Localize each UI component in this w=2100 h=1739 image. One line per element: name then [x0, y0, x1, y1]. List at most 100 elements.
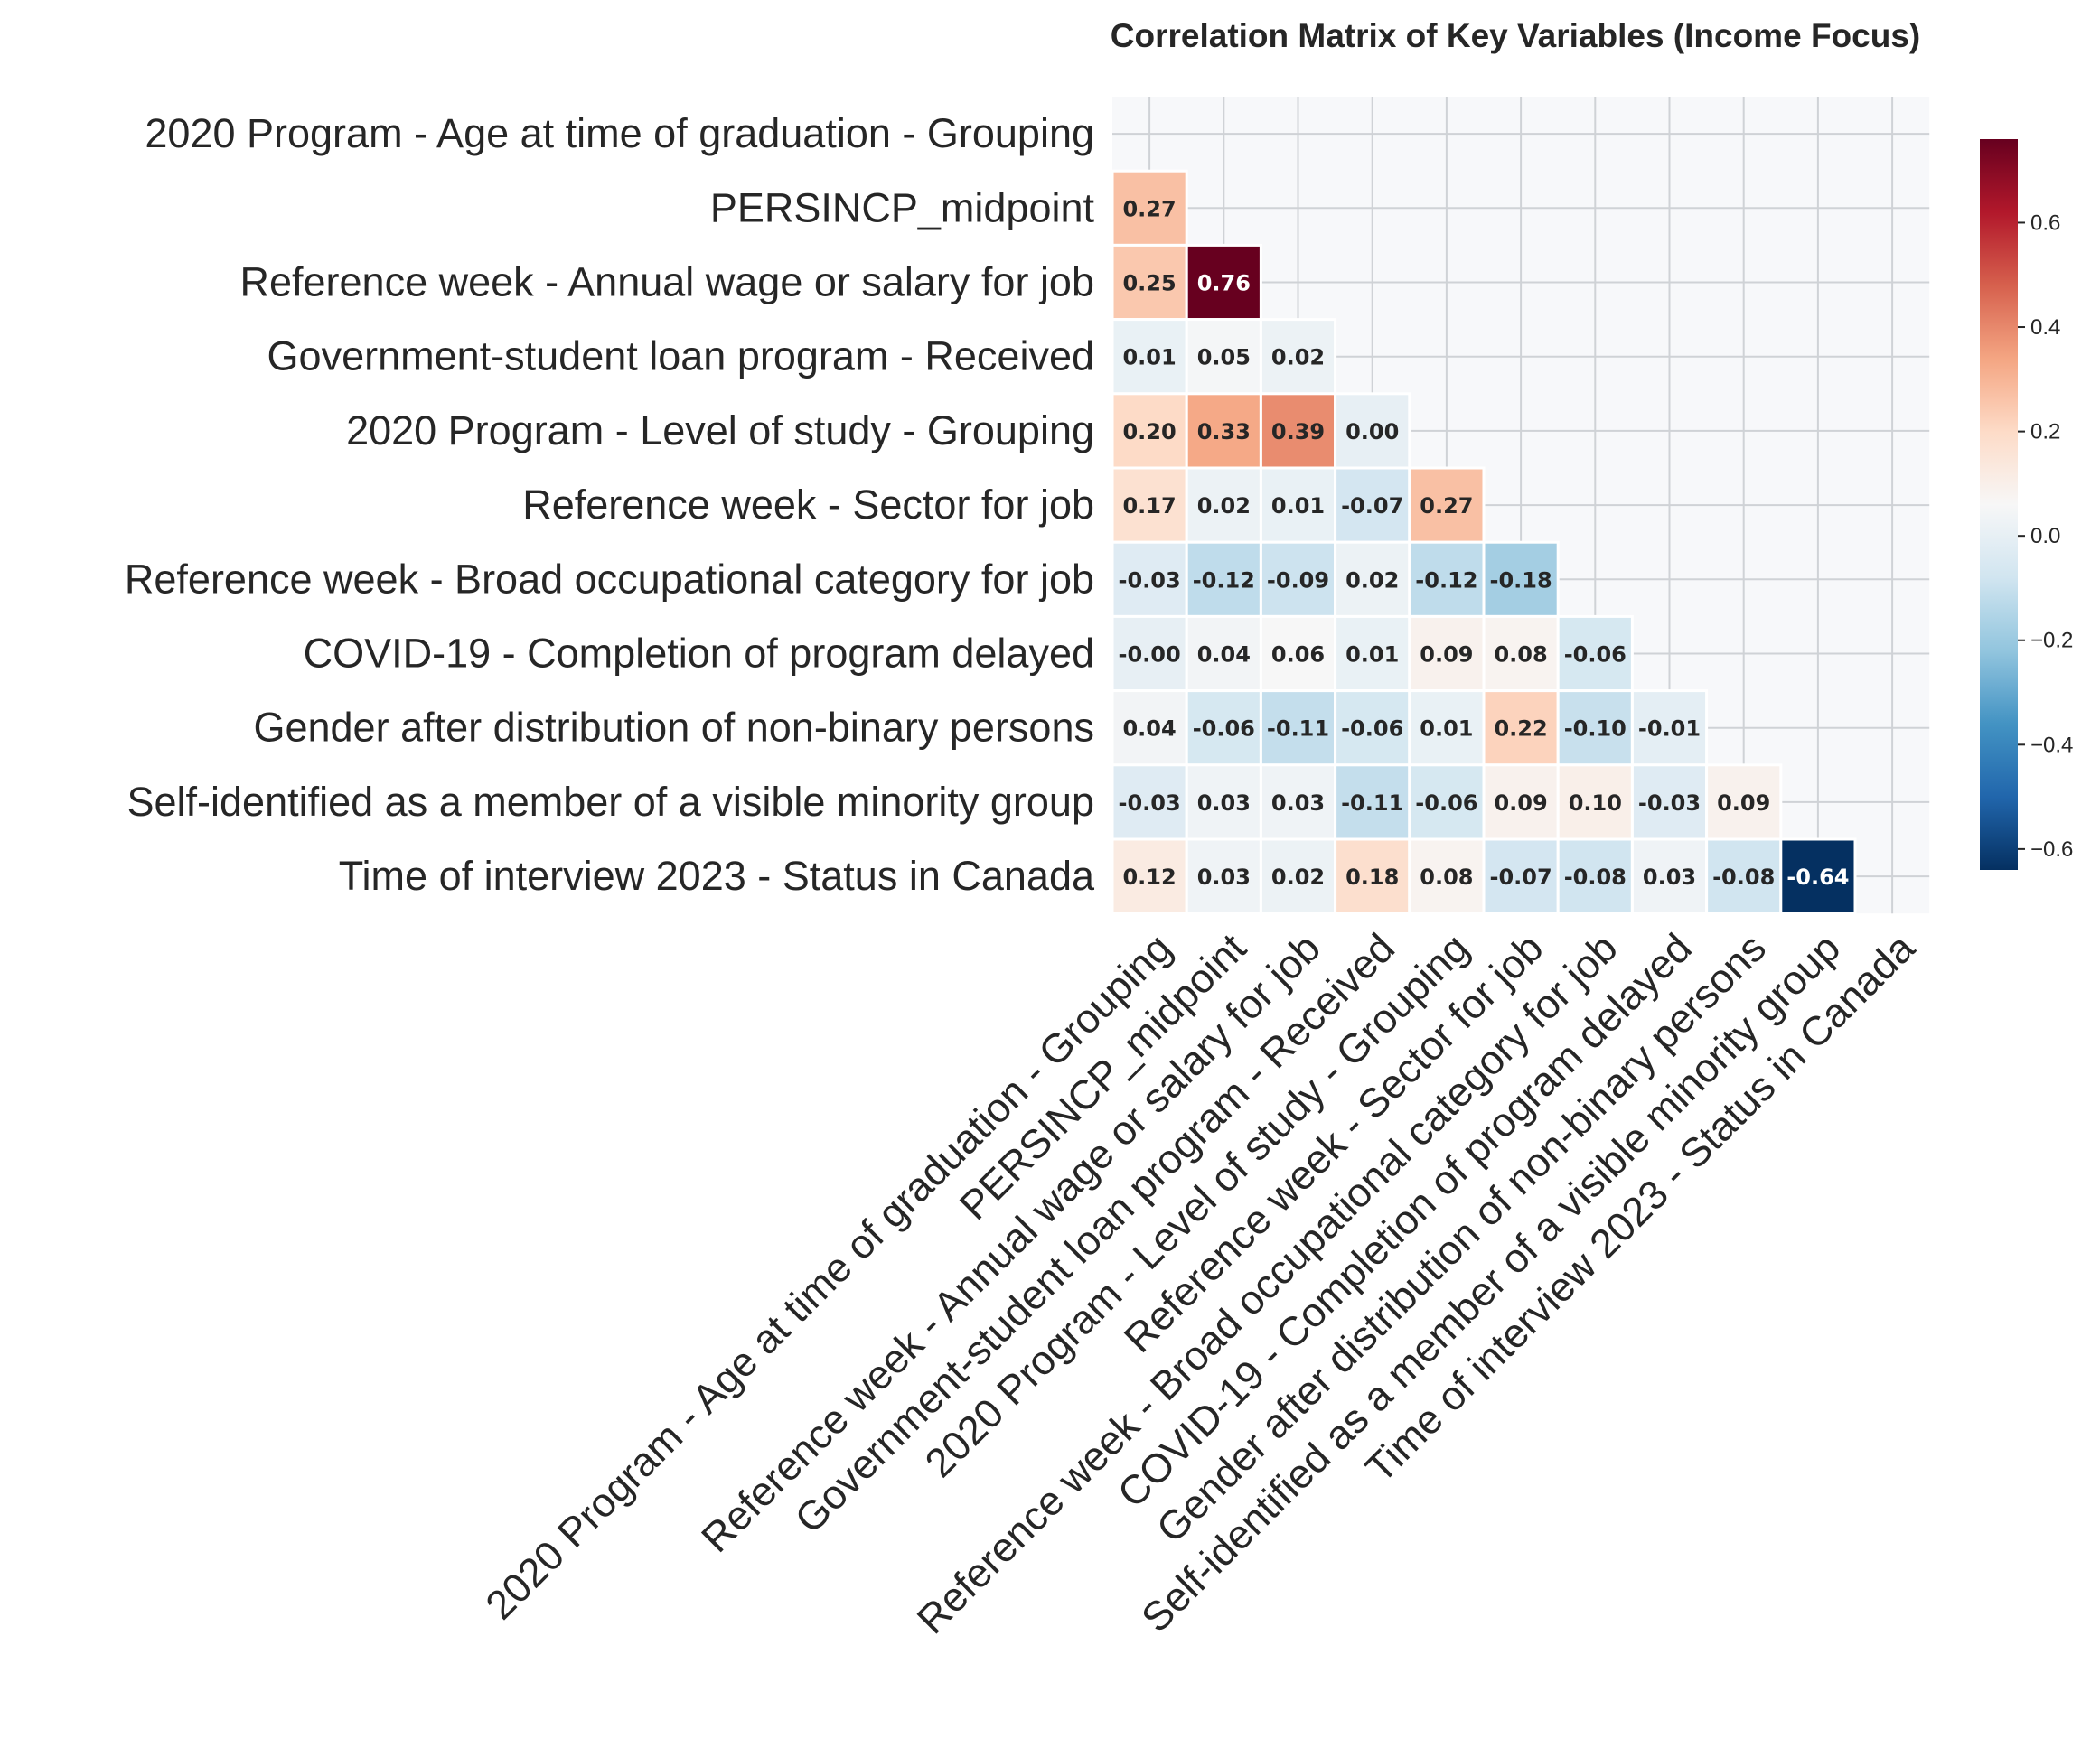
cell-value-label: 0.25 — [1122, 271, 1176, 296]
colorbar-tick-label: −0.4 — [2030, 733, 2073, 757]
cell-value-label: 0.76 — [1197, 271, 1251, 296]
heatmap-cell — [1556, 763, 1634, 841]
cell-value-label: -0.03 — [1638, 790, 1701, 816]
cell-value-label: 0.09 — [1494, 790, 1547, 816]
heatmap-cell — [1556, 837, 1634, 915]
cell-value-label: -0.11 — [1267, 716, 1329, 742]
cell-value-label: -0.07 — [1490, 865, 1552, 890]
heatmap-cell — [1259, 763, 1337, 841]
heatmap-cell — [1185, 837, 1262, 915]
heatmap-cell — [1259, 837, 1337, 915]
cell-value-label: -0.12 — [1415, 567, 1477, 593]
cell-value-label: 0.01 — [1122, 345, 1176, 370]
cell-value-label: 0.12 — [1122, 865, 1176, 890]
cell-value-label: 0.27 — [1420, 493, 1473, 519]
row-label: Gender after distribution of non-binary … — [253, 705, 1094, 751]
colorbar-tick-label: 0.6 — [2030, 210, 2060, 235]
row-label: Time of interview 2023 - Status in Canad… — [339, 853, 1095, 899]
heatmap-cell — [1111, 689, 1188, 767]
cell-value-label: -0.07 — [1341, 493, 1403, 519]
heatmap-cell — [1779, 837, 1857, 915]
heatmap-cell — [1482, 837, 1560, 915]
cell-value-label: 0.03 — [1643, 865, 1696, 890]
cell-value-label: 0.03 — [1197, 790, 1251, 816]
heatmap-cell — [1259, 466, 1337, 544]
cell-value-label: 0.27 — [1122, 196, 1176, 221]
colorbar-tick-label: 0.2 — [2030, 420, 2060, 444]
cell-value-label: 0.22 — [1494, 716, 1547, 742]
cell-value-label: -0.18 — [1490, 567, 1552, 593]
heatmap-cell — [1334, 689, 1411, 767]
cell-value-label: -0.06 — [1564, 642, 1627, 668]
cell-value-label: -0.09 — [1267, 567, 1329, 593]
cell-value-label: 0.04 — [1197, 642, 1251, 668]
heatmap-cell — [1111, 169, 1188, 247]
colorbar-tick-label: 0.0 — [2030, 524, 2060, 548]
row-label: Government-student loan program - Receiv… — [267, 333, 1094, 379]
row-label: COVID-19 - Completion of program delayed — [304, 631, 1094, 677]
cell-value-label: 0.04 — [1122, 716, 1176, 742]
heatmap-cell — [1556, 689, 1634, 767]
heatmap-cell — [1259, 614, 1337, 693]
cell-value-label: 0.33 — [1197, 419, 1251, 444]
row-label: 2020 Program - Level of study - Grouping — [346, 407, 1094, 453]
heatmap-cell — [1259, 318, 1337, 396]
cell-value-label: 0.09 — [1420, 642, 1473, 668]
heatmap-cell — [1630, 689, 1709, 767]
cell-value-label: -0.12 — [1193, 567, 1255, 593]
cell-value-label: -0.06 — [1341, 716, 1403, 742]
cell-value-label: 0.18 — [1345, 865, 1399, 890]
cell-value-label: 0.02 — [1271, 345, 1325, 370]
cell-value-label: 0.06 — [1271, 642, 1325, 668]
chart-title: Correlation Matrix of Key Variables (Inc… — [1111, 17, 1920, 54]
cell-value-label: -0.64 — [1786, 865, 1849, 890]
cell-value-label: 0.20 — [1122, 419, 1176, 444]
cell-value-label: 0.09 — [1717, 790, 1770, 816]
colorbar-tick-label: 0.4 — [2030, 315, 2060, 340]
colorbar: −0.6 −0.4 −0.2 0.0 0.2 0.4 0.6 — [1980, 139, 2073, 870]
cell-value-label: 0.01 — [1420, 716, 1473, 742]
cell-value-label: 0.03 — [1271, 790, 1325, 816]
cell-value-label: -0.11 — [1341, 790, 1403, 816]
cell-value-label: 0.01 — [1271, 493, 1325, 519]
cell-value-label: -0.10 — [1564, 716, 1627, 742]
heatmap-cell — [1482, 689, 1560, 767]
cell-value-label: -0.03 — [1119, 567, 1181, 593]
cell-value-label: 0.02 — [1271, 865, 1325, 890]
row-labels: 2020 Program - Age at time of graduation… — [125, 110, 1095, 899]
heatmap-cell — [1185, 689, 1262, 767]
row-label: Reference week - Broad occupational cate… — [125, 556, 1094, 602]
column-labels: 2020 Program - Age at time of graduation… — [476, 924, 1924, 1643]
heatmap-cell — [1185, 540, 1262, 618]
cell-value-label: 0.05 — [1197, 345, 1251, 370]
row-label: Reference week - Sector for job — [522, 481, 1094, 528]
row-label: Reference week - Annual wage or salary f… — [239, 259, 1094, 305]
cell-value-label: -0.06 — [1415, 790, 1477, 816]
cell-value-label: -0.00 — [1119, 642, 1181, 668]
colorbar-gradient — [1980, 139, 2018, 870]
row-label: 2020 Program - Age at time of graduation… — [145, 110, 1094, 156]
cell-value-label: 0.10 — [1569, 790, 1622, 816]
heatmap-cell — [1705, 837, 1783, 915]
row-label: PERSINCP_midpoint — [710, 184, 1095, 230]
cell-value-label: -0.06 — [1193, 716, 1255, 742]
cell-value-label: -0.08 — [1712, 865, 1775, 890]
heatmap-cell — [1185, 614, 1262, 693]
row-label: Self-identified as a member of a visible… — [127, 779, 1095, 825]
heatmap-cell — [1111, 392, 1188, 470]
colorbar-tick-label: −0.6 — [2030, 837, 2073, 862]
heatmap-cell — [1334, 837, 1411, 915]
cell-value-label: -0.08 — [1564, 865, 1627, 890]
cell-value-label: 0.02 — [1345, 567, 1399, 593]
heatmap-cells — [1111, 169, 1857, 915]
cell-value-label: -0.01 — [1638, 716, 1701, 742]
cell-value-label: -0.03 — [1119, 790, 1181, 816]
cell-value-label: 0.39 — [1271, 419, 1325, 444]
heatmap-cell — [1334, 466, 1411, 544]
colorbar-tick-label: −0.2 — [2030, 629, 2073, 653]
cell-value-labels: 0.27 0.25 0.76 0.01 0.05 0.02 0.20 0.33 0.39 0.00… — [1119, 196, 1850, 890]
heatmap-cell — [1111, 318, 1188, 396]
cell-value-label: 0.17 — [1122, 493, 1176, 519]
cell-value-label: 0.00 — [1345, 419, 1399, 444]
